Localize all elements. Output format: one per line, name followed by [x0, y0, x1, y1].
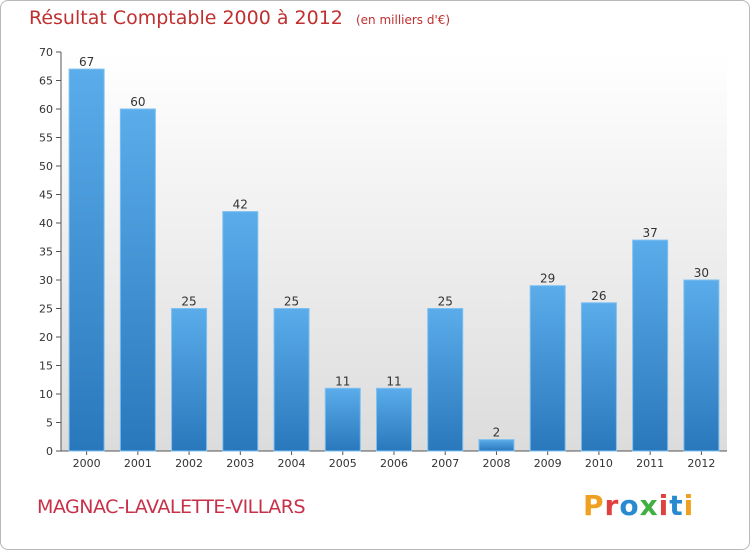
y-tick-label: 40	[39, 217, 53, 230]
data-label: 42	[233, 198, 248, 212]
data-label: 30	[694, 266, 709, 280]
data-labels: 67 60 25 42 25 11 11 25 2 29 26 37 30	[79, 55, 709, 440]
bar-2003	[222, 211, 259, 452]
x-tick-label: 2003	[226, 457, 254, 470]
y-tick-label: 10	[39, 388, 53, 401]
x-tick-label: 2002	[175, 457, 203, 470]
x-tick-label: 2010	[585, 457, 613, 470]
x-tick-label: 2001	[124, 457, 152, 470]
bar-2005	[324, 387, 361, 452]
bars	[68, 68, 720, 452]
x-tick-label: 2000	[73, 457, 101, 470]
x-tick-label: 2011	[636, 457, 664, 470]
chart-title-row: Résultat Comptable 2000 à 2012 (en milli…	[29, 7, 450, 29]
bar-2010	[580, 302, 617, 452]
x-tick-label: 2012	[687, 457, 715, 470]
bar-2001	[119, 108, 156, 452]
y-tick-label: 65	[39, 75, 53, 88]
bar-2000	[68, 68, 105, 452]
logo-letter: i	[658, 489, 670, 522]
data-label: 25	[438, 295, 453, 309]
data-label: 11	[386, 374, 401, 388]
y-tick-label: 20	[39, 331, 53, 344]
logo-letter: o	[619, 489, 640, 522]
y-tick-label: 30	[39, 274, 53, 287]
data-label: 11	[335, 374, 350, 388]
x-tick-label: 2008	[482, 457, 510, 470]
x-tick-label: 2004	[278, 457, 306, 470]
bar-2008	[478, 439, 515, 452]
data-label: 25	[284, 295, 299, 309]
commune-name: MAGNAC-LAVALETTE-VILLARS	[37, 496, 306, 518]
y-tick-label: 60	[39, 103, 53, 116]
chart-title: Résultat Comptable 2000 à 2012	[29, 7, 343, 29]
bar-2002	[171, 308, 208, 452]
y-tick-label: 5	[46, 417, 53, 430]
data-label: 37	[643, 226, 658, 240]
data-label: 25	[181, 295, 196, 309]
logo-letter: t	[669, 489, 684, 522]
logo-letter: P	[583, 489, 605, 522]
data-label: 60	[130, 95, 145, 109]
chart-subtitle: (en milliers d'€)	[355, 13, 451, 27]
proxiti-logo: Proxiti	[583, 489, 694, 522]
y-tick-label: 45	[39, 189, 53, 202]
logo-letter: r	[604, 489, 620, 522]
x-tick-label: 2007	[431, 457, 459, 470]
data-label: 29	[540, 272, 555, 286]
bar-2012	[683, 279, 720, 452]
y-tick-label: 70	[39, 46, 53, 59]
data-label: 67	[79, 55, 94, 69]
x-tick-label: 2009	[534, 457, 562, 470]
y-tick-label: 55	[39, 132, 53, 145]
bar-2006	[376, 387, 412, 452]
y-tick-label: 35	[39, 246, 53, 259]
y-tick-label: 50	[39, 160, 53, 173]
x-tick-label: 2006	[380, 457, 408, 470]
bar-2004	[273, 308, 310, 452]
y-tick-label: 25	[39, 303, 53, 316]
x-tick-label: 2005	[329, 457, 357, 470]
data-label: 26	[591, 289, 606, 303]
axes: 0 5 10 15 20 25 30 35 40 45 50 55 60 65 70 2000 2001 2002…	[39, 46, 727, 470]
y-tick-label: 15	[39, 360, 53, 373]
logo-letter: i	[683, 489, 695, 522]
bar-2009	[529, 285, 566, 452]
y-tick-label: 0	[46, 445, 53, 458]
data-label: 2	[493, 426, 501, 440]
bar-2011	[632, 239, 669, 452]
logo-letter: x	[639, 489, 659, 522]
bar-2007	[427, 308, 464, 452]
